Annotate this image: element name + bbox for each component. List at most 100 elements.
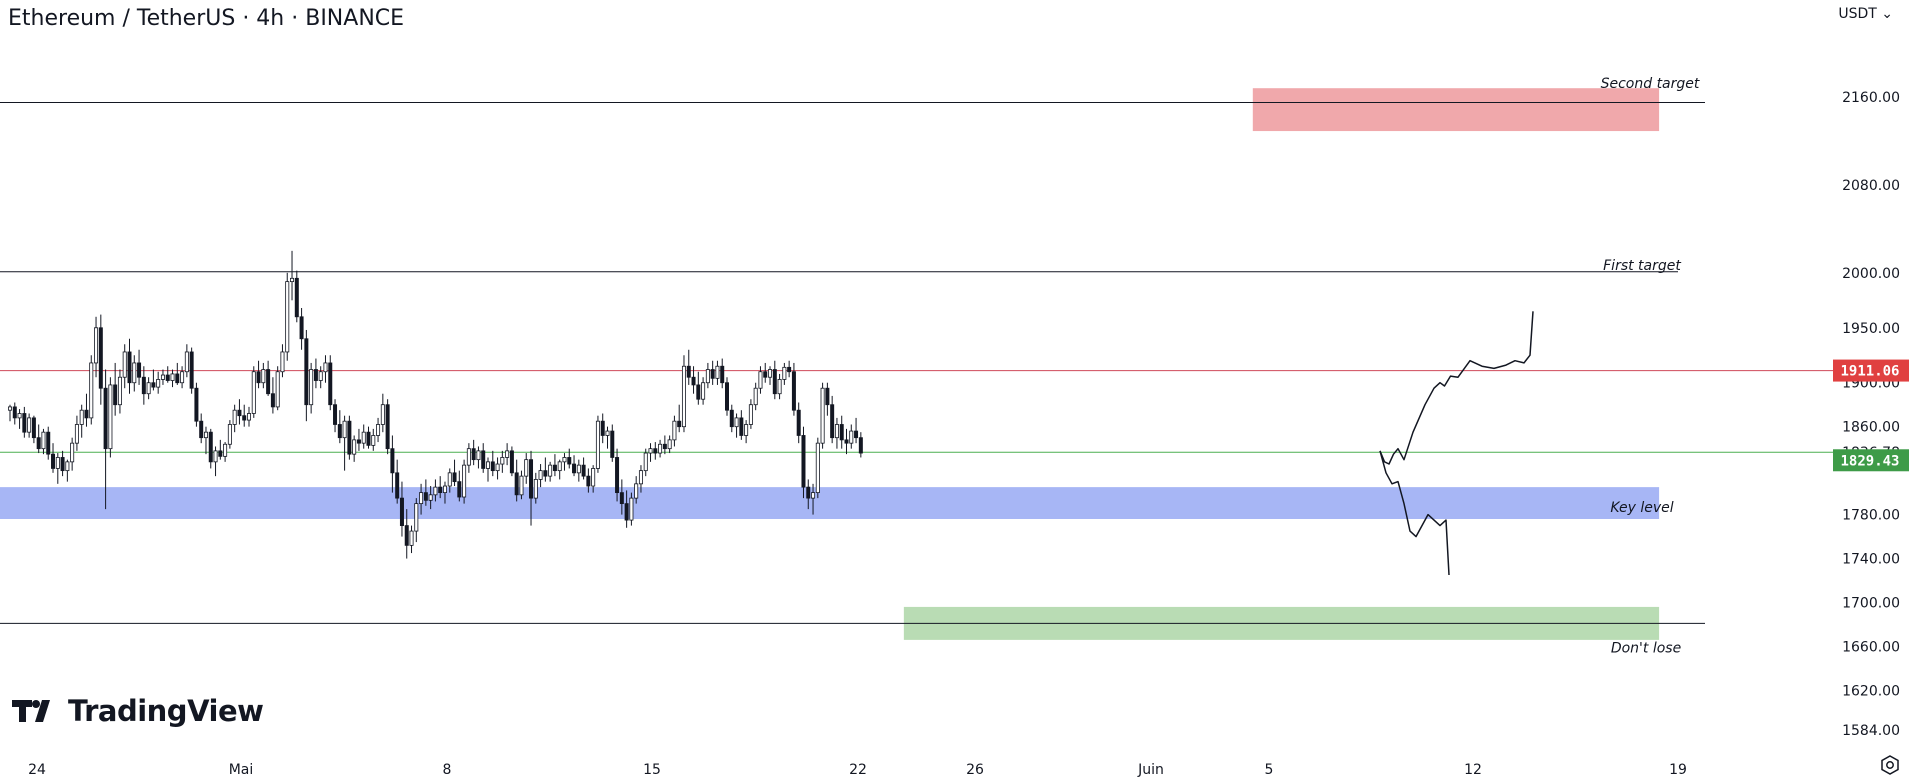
candle [318, 366, 323, 389]
price-tick-label: 2080.00 [1842, 178, 1900, 194]
candle-body-up [629, 497, 634, 521]
candle [36, 424, 41, 454]
price-tick-label: 1700.00 [1842, 596, 1900, 612]
candle-body-down [653, 448, 658, 454]
candle-body-down [839, 424, 844, 441]
candle [791, 362, 796, 416]
candle [156, 371, 161, 394]
candle [849, 424, 854, 449]
candle-body-down [395, 472, 400, 499]
brand-name: TradingView [68, 694, 264, 728]
price-tick-label: 2160.00 [1842, 90, 1900, 106]
candle-body-down [294, 277, 299, 318]
candle [79, 404, 84, 438]
candle-body-up [223, 443, 228, 457]
candle [834, 417, 839, 449]
candle-body-down [333, 404, 338, 425]
candle [323, 355, 328, 383]
candle-body-down [385, 404, 390, 450]
currency-selector[interactable]: USDT ⌄ [1838, 6, 1893, 22]
candle [376, 417, 381, 443]
candle-body-down [242, 415, 247, 421]
candle [653, 442, 658, 460]
candle-body-down [189, 351, 194, 389]
candle-body-down [615, 457, 620, 494]
candle [696, 371, 701, 405]
price-tick-label: 2000.00 [1842, 266, 1900, 282]
candle [686, 349, 691, 385]
candle-body-up [576, 464, 581, 474]
candle-body-down [830, 404, 835, 439]
candle-body-up [27, 417, 32, 433]
candle-body-up [768, 369, 773, 378]
candle-body-up [170, 373, 175, 381]
candle [203, 426, 208, 455]
candle [557, 459, 562, 480]
tradingview-mark-icon [12, 700, 50, 722]
tradingview-logo[interactable]: TradingView [12, 694, 264, 728]
candle [495, 457, 500, 480]
candle-body-up [548, 464, 553, 477]
price-badge [1833, 359, 1909, 382]
candle-body-down [624, 503, 629, 521]
candle [270, 377, 275, 414]
candle [347, 415, 352, 460]
candle-body-up [79, 409, 84, 425]
candle [60, 450, 65, 477]
candle [122, 344, 127, 389]
candle [509, 446, 514, 477]
candle [490, 450, 495, 477]
candle-body-down [567, 457, 572, 465]
price-axis[interactable]: 2160.002080.002000.001950.001900.001860.… [1833, 90, 1909, 739]
candle-body-up [562, 457, 567, 463]
candle [595, 415, 600, 473]
candle-body-up [227, 424, 232, 445]
candle-body-up [495, 463, 500, 472]
candle [165, 366, 170, 383]
candle [500, 450, 505, 473]
candle-body-down [854, 430, 859, 439]
candle [409, 525, 414, 554]
candle-body-up [705, 369, 710, 384]
annotations-layer: Second target First target Key level Don't … [1601, 76, 1700, 657]
candle [739, 410, 744, 440]
candle-body-up [643, 452, 648, 472]
candle [462, 459, 467, 504]
settings-icon[interactable] [1879, 754, 1901, 776]
candle [117, 369, 122, 414]
candle-body-up [658, 443, 663, 454]
candle-body-up [94, 327, 99, 364]
candle-body-up [323, 362, 328, 373]
candle [619, 479, 624, 515]
candle-body-down [586, 475, 591, 487]
candle [677, 404, 682, 433]
price-tick-label: 1950.00 [1842, 321, 1900, 337]
candle [820, 382, 825, 449]
candle-body-down [22, 413, 27, 433]
candle [127, 338, 132, 394]
candle-body-down [36, 437, 41, 450]
time-tick-label: 15 [643, 762, 661, 778]
time-axis[interactable]: 24 Mai 8 15 22 26 Juin 5 12 19 [28, 762, 1687, 778]
chart-title: Ethereum / TetherUS · 4h · BINANCE [8, 6, 405, 31]
candle-body-up [7, 406, 12, 411]
candle [41, 428, 46, 455]
candle [529, 450, 534, 526]
candle-body-down [801, 435, 806, 488]
candle [457, 470, 462, 502]
candle-body-up [595, 420, 600, 469]
candle-body-down [175, 373, 180, 384]
candle-body-down [137, 362, 142, 378]
candle-body-up [648, 448, 653, 454]
candle [768, 366, 773, 385]
candle-body-up [777, 379, 782, 395]
candle [572, 455, 577, 477]
candle [246, 406, 251, 427]
projection-up-path [1379, 311, 1534, 465]
candle [65, 459, 70, 482]
candle-body-up [519, 475, 524, 496]
candle-body-down [141, 376, 146, 395]
candle-body-up [132, 362, 137, 384]
candle-body-up [442, 485, 447, 494]
